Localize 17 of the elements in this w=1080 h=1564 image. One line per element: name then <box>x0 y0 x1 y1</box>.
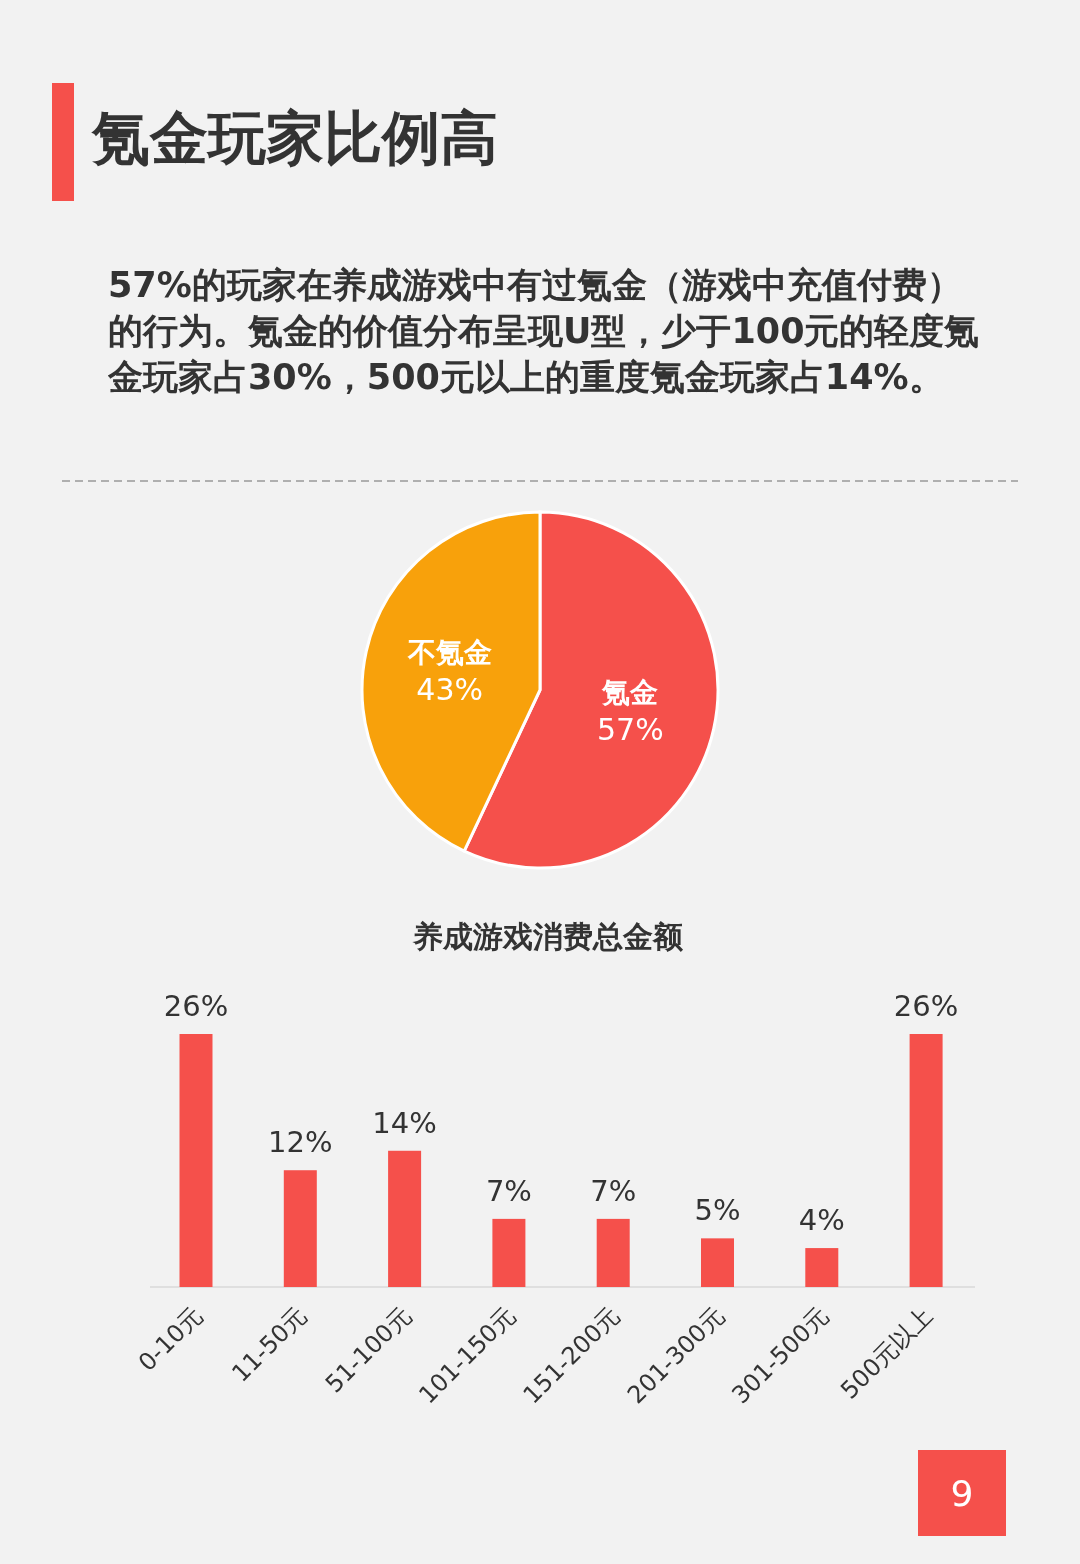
data-label: 26% <box>893 989 959 1023</box>
data-label: 14% <box>372 1105 437 1140</box>
chart-title: 养成游戏消费总金额 <box>412 919 683 954</box>
data-label: 26% <box>163 989 229 1023</box>
chart-title: 氪金玩家比例高 <box>91 104 498 172</box>
data-label: 5% <box>694 1193 741 1228</box>
data-label: 43% <box>416 671 484 707</box>
slice-label: 氪金 <box>601 676 659 710</box>
data-label: 7% <box>590 1173 637 1208</box>
text: 9 <box>950 1473 974 1514</box>
data-label: 4% <box>798 1203 845 1238</box>
data-label: 57% <box>596 712 664 748</box>
data-label: 7% <box>485 1173 532 1208</box>
slice-label: 不氪金 <box>406 635 492 669</box>
data-label: 12% <box>268 1125 333 1160</box>
x-tick-label: 500元以上 <box>835 1301 939 1405</box>
chart-subtitle: 57%的玩家在养成游戏中有过氪金（游戏中充值付费）的行为。氪金的价值分布呈现U型，少于100元的轻度氪金玩家占30%，500元以上的重度氪金玩家占14%。 <box>108 264 981 399</box>
